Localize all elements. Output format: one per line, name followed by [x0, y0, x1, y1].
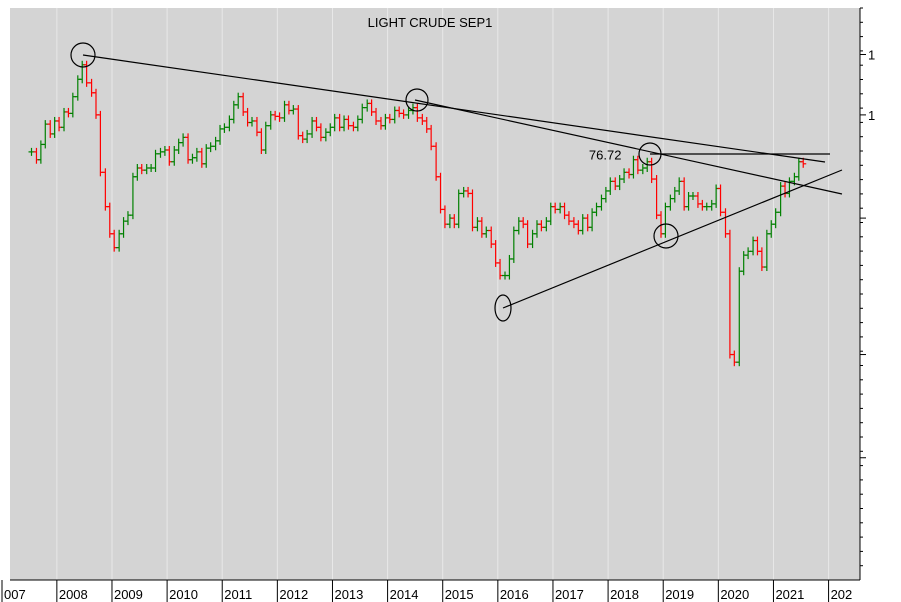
trendline	[414, 99, 843, 195]
circle-marker	[494, 294, 512, 322]
x-tick-label: 2015	[445, 587, 474, 602]
y-tick-label: 1	[868, 108, 875, 123]
x-tick-label: 2014	[390, 587, 419, 602]
x-tick-label: 2017	[555, 587, 584, 602]
x-tick-label: 007	[4, 587, 26, 602]
x-tick-label: 2010	[169, 587, 198, 602]
x-tick-label: 2011	[224, 587, 252, 602]
x-tick-label: 2012	[279, 587, 308, 602]
x-tick-label: 2008	[59, 587, 88, 602]
grid	[56, 8, 830, 580]
trendline	[502, 169, 843, 309]
circle-marker	[653, 223, 679, 249]
circle-marker	[405, 88, 429, 112]
plot-area	[10, 8, 860, 580]
x-tick-label: 2020	[720, 587, 749, 602]
x-tick-label: 2018	[610, 587, 639, 602]
x-tick-label: 2019	[665, 587, 694, 602]
x-tick-label: 2021	[775, 587, 804, 602]
circle-marker	[638, 142, 662, 166]
trendlines	[70, 42, 843, 322]
y-tick-label: 1	[868, 48, 875, 63]
x-tick-label: 2013	[334, 587, 363, 602]
bars	[28, 60, 807, 367]
annotation: 76.72	[589, 147, 622, 162]
circle-marker	[70, 42, 96, 68]
x-tick-label: 2009	[114, 587, 143, 602]
x-tick-label: 2016	[500, 587, 529, 602]
x-tick-label: 202	[831, 587, 853, 602]
chart-title: LIGHT CRUDE SEP1	[368, 15, 493, 30]
